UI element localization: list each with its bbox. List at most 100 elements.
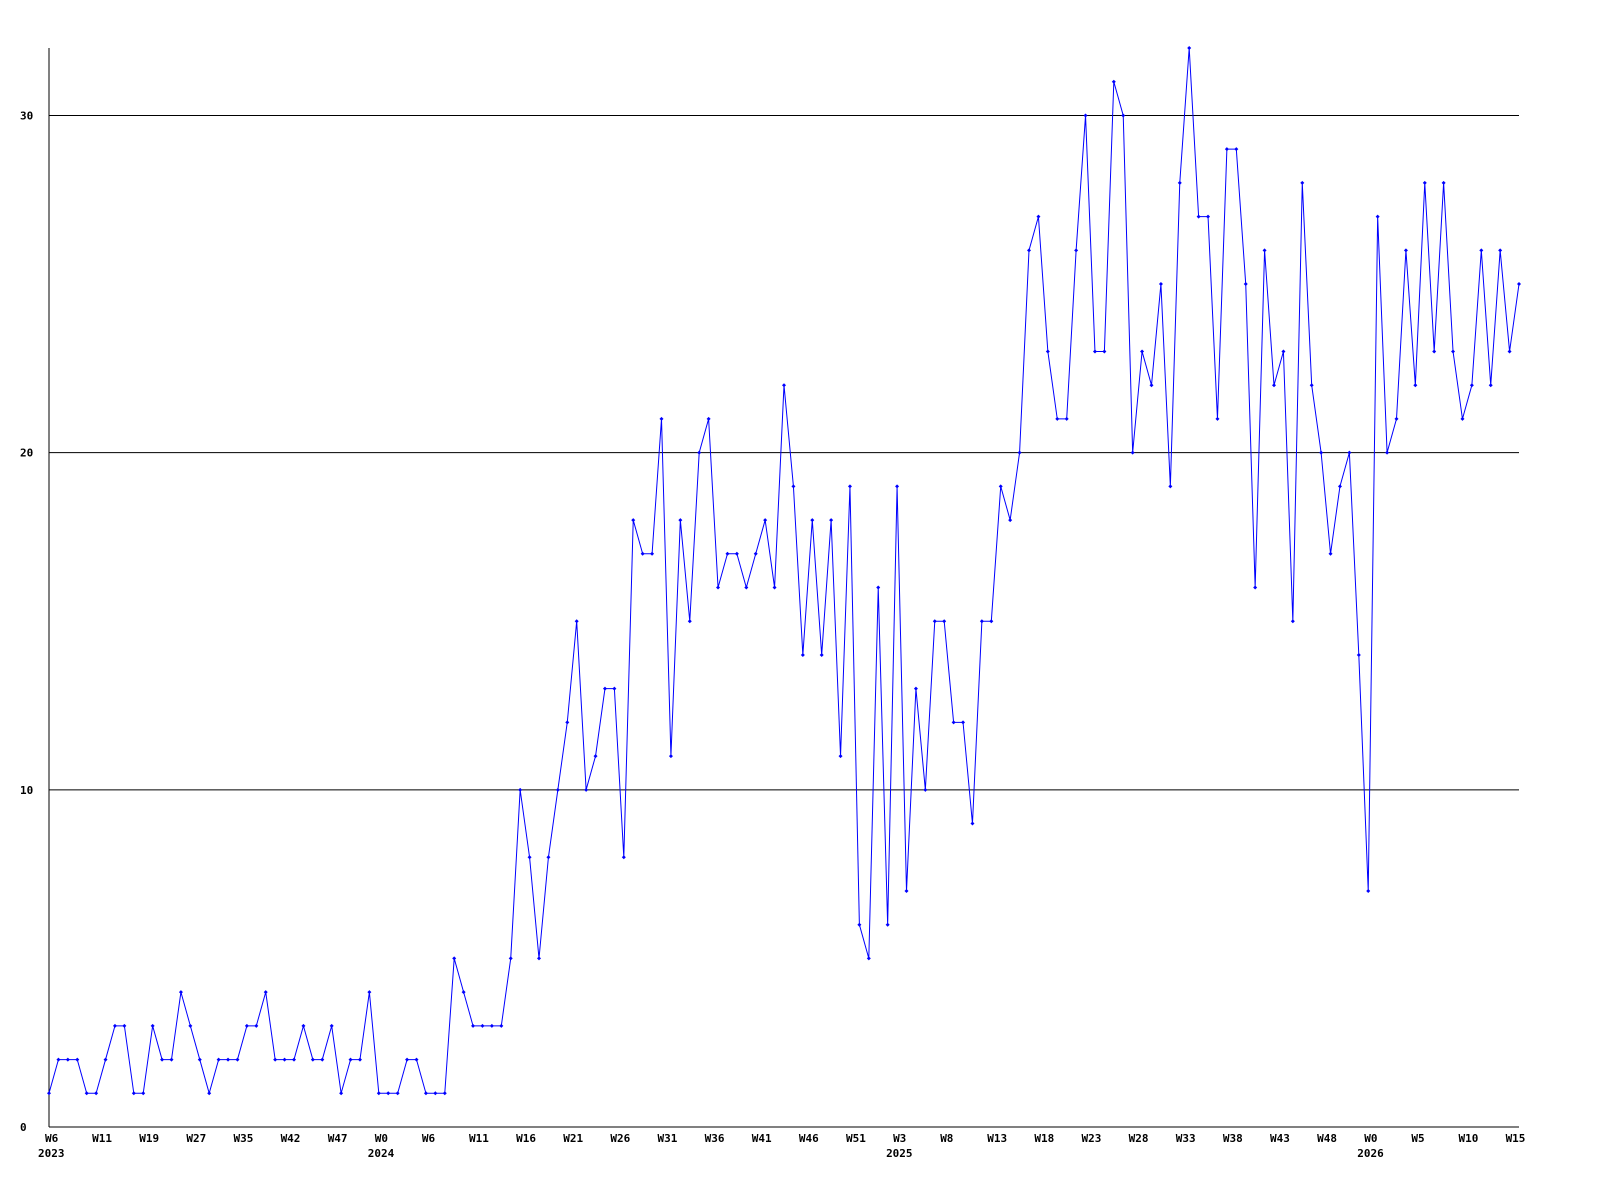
- point-marker: [1290, 619, 1295, 624]
- x-tick-label: W47: [328, 1132, 348, 1145]
- x-tick-label: W0: [375, 1132, 388, 1145]
- point-marker: [1243, 282, 1248, 287]
- point-marker: [1121, 113, 1126, 118]
- point-marker: [847, 484, 852, 489]
- point-marker: [339, 1091, 344, 1096]
- point-marker: [1479, 248, 1484, 253]
- point-marker: [584, 787, 589, 792]
- x-tick-label: W31: [658, 1132, 678, 1145]
- point-marker: [1394, 416, 1399, 421]
- point-marker: [1083, 113, 1088, 118]
- x-tick-label: W51: [846, 1132, 866, 1145]
- x-tick-label: W19: [139, 1132, 159, 1145]
- point-marker: [423, 1091, 428, 1096]
- x-year-label: 2024: [368, 1147, 395, 1160]
- x-tick-label: W41: [752, 1132, 772, 1145]
- x-tick-label: W33: [1176, 1132, 1196, 1145]
- point-marker: [1008, 518, 1013, 523]
- point-marker: [1074, 248, 1079, 253]
- point-marker: [1206, 214, 1211, 219]
- point-marker: [1441, 180, 1446, 185]
- x-tick-label: W16: [516, 1132, 536, 1145]
- point-marker: [763, 518, 768, 523]
- point-marker: [1319, 450, 1324, 455]
- point-marker: [1281, 349, 1286, 354]
- point-marker: [1517, 282, 1521, 287]
- point-marker: [593, 754, 598, 759]
- point-marker: [1055, 416, 1060, 421]
- x-tick-label: W8: [940, 1132, 953, 1145]
- point-marker: [1460, 416, 1465, 421]
- point-marker: [537, 956, 541, 961]
- point-marker: [65, 1057, 70, 1062]
- point-marker: [414, 1057, 419, 1062]
- point-marker: [527, 855, 532, 860]
- point-marker: [819, 652, 824, 657]
- point-marker: [150, 1023, 155, 1028]
- point-marker: [829, 518, 834, 523]
- x-tick-label: W23: [1082, 1132, 1102, 1145]
- point-marker: [103, 1057, 108, 1062]
- point-marker: [1215, 416, 1220, 421]
- x-tick-label: W42: [281, 1132, 301, 1145]
- point-marker: [1149, 383, 1154, 388]
- y-tick-label: 0: [20, 1121, 27, 1134]
- point-marker: [169, 1057, 174, 1062]
- point-marker: [405, 1057, 410, 1062]
- x-tick-label: W11: [469, 1132, 489, 1145]
- point-marker: [621, 855, 626, 860]
- point-marker: [1262, 248, 1267, 253]
- x-tick-label: W18: [1034, 1132, 1054, 1145]
- point-marker: [678, 518, 683, 523]
- point-marker: [1347, 450, 1352, 455]
- point-marker: [782, 383, 786, 388]
- point-marker: [904, 888, 909, 893]
- x-tick-label: W48: [1317, 1132, 1337, 1145]
- point-marker: [574, 619, 579, 624]
- point-marker: [866, 956, 871, 961]
- point-marker: [631, 518, 636, 523]
- point-marker: [895, 484, 900, 489]
- point-marker: [1168, 484, 1173, 489]
- point-marker: [1196, 214, 1201, 219]
- x-tick-label: W43: [1270, 1132, 1290, 1145]
- point-marker: [1130, 450, 1135, 455]
- point-marker: [471, 1023, 476, 1028]
- point-marker: [734, 551, 739, 556]
- point-marker: [56, 1057, 61, 1062]
- point-marker: [84, 1091, 89, 1096]
- point-marker: [1337, 484, 1342, 489]
- point-marker: [386, 1091, 391, 1096]
- point-marker: [282, 1057, 287, 1062]
- x-year-label: 2026: [1357, 1147, 1384, 1160]
- x-tick-label: W0: [1364, 1132, 1377, 1145]
- point-marker: [744, 585, 749, 590]
- point-marker: [1498, 248, 1503, 253]
- point-marker: [932, 619, 937, 624]
- x-tick-label: W21: [563, 1132, 583, 1145]
- point-marker: [1300, 180, 1305, 185]
- point-marker: [112, 1023, 117, 1028]
- point-marker: [876, 585, 881, 590]
- point-marker: [461, 990, 466, 995]
- point-marker: [1488, 383, 1493, 388]
- point-marker: [1507, 349, 1512, 354]
- point-marker: [433, 1091, 438, 1096]
- point-marker: [188, 1023, 193, 1028]
- y-tick-label: 30: [20, 109, 33, 122]
- point-marker: [810, 518, 815, 523]
- point-marker: [1017, 450, 1022, 455]
- point-marker: [273, 1057, 278, 1062]
- point-marker: [1451, 349, 1456, 354]
- point-marker: [668, 754, 673, 759]
- point-marker: [1432, 349, 1437, 354]
- point-marker: [800, 652, 805, 657]
- point-marker: [706, 416, 711, 421]
- point-marker: [838, 754, 843, 759]
- point-marker: [1356, 652, 1361, 657]
- point-marker: [961, 720, 966, 725]
- series-line: [48, 47, 1520, 1096]
- x-tick-label: W10: [1458, 1132, 1478, 1145]
